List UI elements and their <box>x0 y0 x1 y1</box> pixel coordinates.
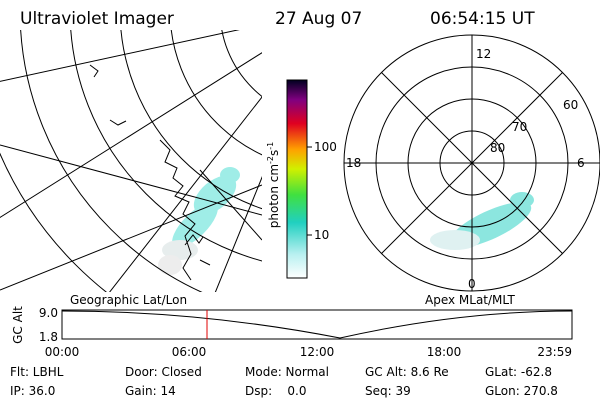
caption: Apex MLat/MLT <box>425 293 515 307</box>
mlt-label: 12 <box>476 47 491 61</box>
mlt-label: 18 <box>346 156 361 170</box>
x-tick: 00:00 <box>45 345 80 359</box>
info-field: Gain: 14 <box>125 384 176 398</box>
info-field: Seq: 39 <box>365 384 411 398</box>
y-tick: 9.0 <box>39 306 58 320</box>
mlt-label: 6 <box>577 156 585 170</box>
colorbar <box>286 79 308 279</box>
caption: Geographic Lat/Lon <box>70 293 187 307</box>
y-label: GC Alt <box>11 306 25 344</box>
info-field: GC Alt: 8.6 Re <box>365 365 449 379</box>
unit-part: -1 <box>266 142 275 150</box>
info-field: Door: Closed <box>125 365 202 379</box>
instrument: Ultraviolet Imager <box>20 9 174 29</box>
polar-plot: 12 18 6 0 60 70 80 <box>343 34 600 292</box>
timeline: GC Alt 9.0 1.8 00:00 06:00 12:00 18:00 2… <box>11 306 573 359</box>
info-field: GLat: -62.8 <box>485 365 552 379</box>
geographic-map <box>0 30 262 292</box>
aurora <box>158 167 240 275</box>
colorbar-label: 10 <box>314 228 329 242</box>
unit-part: photon cm <box>267 164 281 228</box>
mlat-label: 60 <box>563 98 578 112</box>
info-field: Mode: Normal <box>245 365 329 379</box>
x-tick: 06:00 <box>172 345 207 359</box>
unit-part: s <box>267 150 281 156</box>
grid <box>0 30 262 292</box>
info-panel: Flt: LBHL Door: Closed Mode: Normal GC Alt:… <box>10 365 558 398</box>
colorbar-unit: photon cm-2s-1 <box>266 142 281 229</box>
x-tick: 12:00 <box>300 345 335 359</box>
time: 06:54:15 UT <box>430 9 535 29</box>
info-field: Dsp: 0.0 <box>245 384 307 398</box>
mlat-label: 80 <box>490 141 505 155</box>
mlt-label: 0 <box>468 277 476 291</box>
coastline <box>89 64 211 281</box>
y-tick: 1.8 <box>39 330 58 344</box>
mlat-label: 70 <box>512 120 527 134</box>
info-field: IP: 36.0 <box>10 384 55 398</box>
x-tick: 18:00 <box>427 345 462 359</box>
info-field: GLon: 270.8 <box>485 384 558 398</box>
date: 27 Aug 07 <box>275 9 362 29</box>
colorbar-label: 100 <box>314 140 337 154</box>
info-field: Flt: LBHL <box>10 365 64 379</box>
x-tick: 23:59 <box>537 345 572 359</box>
unit-part: -2 <box>266 156 275 164</box>
